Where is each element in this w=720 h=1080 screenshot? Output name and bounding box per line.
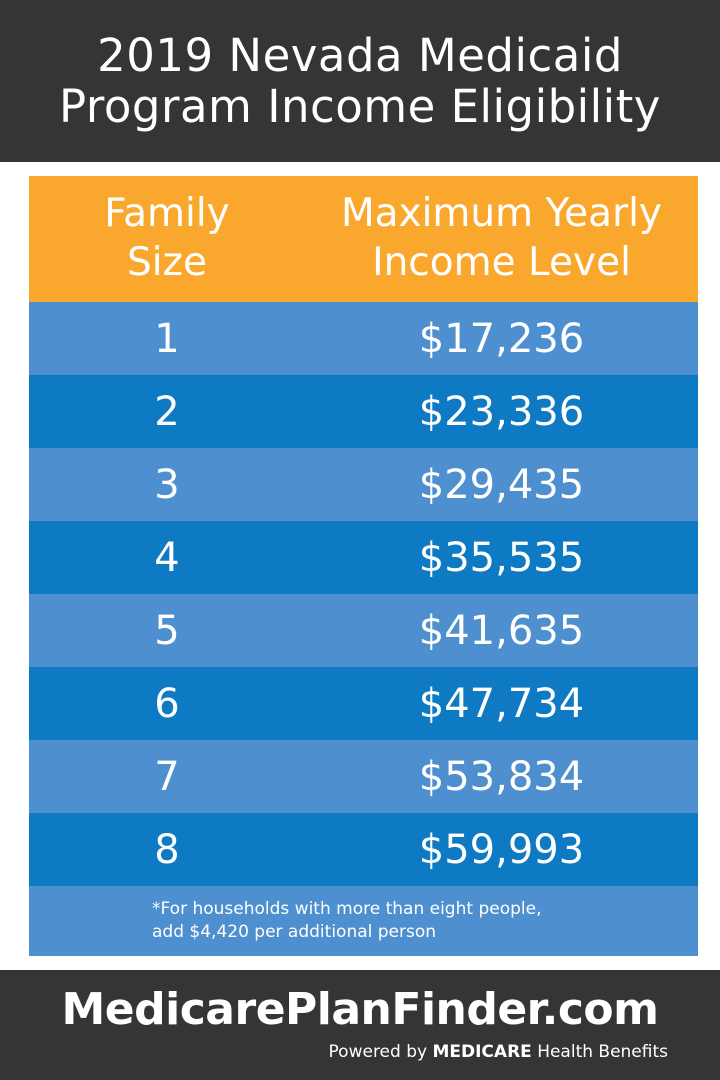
income-cell: $53,834 — [418, 753, 585, 800]
title-banner: 2019 Nevada Medicaid Program Income Elig… — [0, 0, 720, 162]
income-cell: $59,993 — [418, 826, 585, 873]
family-size-cell: 8 — [154, 826, 180, 873]
income-level-header-cell: Maximum Yearly Income Level — [305, 176, 698, 302]
family-size-cell: 4 — [154, 534, 180, 581]
family-size-cell: 2 — [154, 388, 180, 435]
table-row: 8 $59,993 — [29, 813, 698, 886]
income-cell: $23,336 — [418, 388, 585, 435]
income-cell: $47,734 — [418, 680, 585, 727]
page-title-line-2: Program Income Eligibility — [59, 80, 661, 133]
table-row: 6 $47,734 — [29, 667, 698, 740]
family-size-header-cell: Family Size — [29, 176, 305, 302]
income-level-header: Maximum Yearly Income Level — [340, 191, 663, 285]
family-size-header: Family Size — [104, 191, 230, 285]
footer-banner: MedicarePlanFinder.com Powered by MEDICA… — [0, 970, 720, 1080]
income-cell: $29,435 — [418, 461, 585, 508]
powered-by-tagline: Powered by MEDICARE Health Benefits — [329, 1042, 668, 1062]
income-eligibility-table: Family Size Maximum Yearly Income Level … — [29, 176, 698, 956]
table-row: 4 $35,535 — [29, 521, 698, 594]
table-row: 7 $53,834 — [29, 740, 698, 813]
income-cell: $41,635 — [418, 607, 585, 654]
page-title-line-1: 2019 Nevada Medicaid — [97, 28, 623, 82]
table-row: 1 $17,236 — [29, 302, 698, 375]
family-size-cell: 3 — [154, 461, 180, 508]
income-cell: $17,236 — [418, 315, 585, 362]
footnote-line-2: add $4,420 per additional person — [152, 922, 437, 942]
income-cell: $35,535 — [418, 534, 585, 581]
table-footnote: *For households with more than eight peo… — [29, 886, 698, 956]
table-row: 2 $23,336 — [29, 375, 698, 448]
table-row: 5 $41,635 — [29, 594, 698, 667]
powered-prefix: Powered by — [328, 1042, 428, 1062]
powered-suffix: Health Benefits — [537, 1042, 668, 1062]
table-row: 3 $29,435 — [29, 448, 698, 521]
powered-brand: MEDICARE — [432, 1042, 532, 1062]
footnote-line-1: *For households with more than eight peo… — [152, 899, 542, 920]
family-size-cell: 1 — [154, 315, 180, 362]
family-size-cell: 7 — [154, 753, 180, 800]
brand-logo-text: MedicarePlanFinder.com — [61, 984, 659, 1035]
family-size-cell: 5 — [154, 607, 180, 654]
table-header-row: Family Size Maximum Yearly Income Level — [29, 176, 698, 302]
family-size-cell: 6 — [154, 680, 180, 727]
